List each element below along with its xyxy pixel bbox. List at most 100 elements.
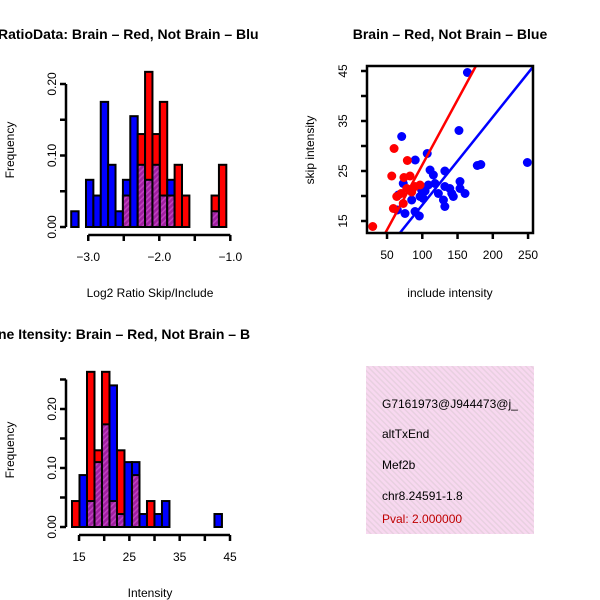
intensity-overlap-bar xyxy=(115,513,126,529)
not-brain-point xyxy=(455,177,465,186)
ratio-bar xyxy=(92,194,102,228)
not-brain-fit-line xyxy=(398,66,533,233)
not-brain-point xyxy=(407,195,417,205)
ratio-y-tick-label: 0.20 xyxy=(45,72,59,96)
ratio-bar xyxy=(114,210,124,229)
ratio-overlap-bar xyxy=(210,210,220,229)
not-brain-point xyxy=(440,202,450,211)
ratio-x-tick-label: −3.0 xyxy=(76,250,100,264)
info-box-background xyxy=(366,366,534,534)
intensity-y-label: Frequency xyxy=(3,422,17,479)
scatter-frame xyxy=(365,64,535,235)
ratio-bar xyxy=(70,210,80,229)
not-brain-point xyxy=(476,160,486,169)
scatter-y-tick-label: 45 xyxy=(336,64,350,78)
ratio-x-tick-label: −1.0 xyxy=(218,250,242,264)
not-brain-point xyxy=(420,186,430,196)
intensity-y-tick-label: 0.20 xyxy=(45,397,59,421)
scatter-x-label: include intensity xyxy=(407,286,492,300)
brain-point xyxy=(388,204,398,213)
ratio-overlap-bar xyxy=(121,194,132,228)
p-value: Pval: 2.000000 xyxy=(382,512,462,526)
intensity-x-tick-label: 35 xyxy=(173,550,187,564)
gene-name: Mef2b xyxy=(382,458,416,472)
intensity-bar xyxy=(145,500,156,529)
intensity-overlap-bar xyxy=(93,461,103,529)
ratio-x-label: Log2 Ratio Skip/Include xyxy=(87,286,214,300)
ratio-overlap-bar xyxy=(151,163,161,228)
intensity-x-label: Intensity xyxy=(128,586,173,600)
intensity-bar xyxy=(160,500,171,529)
info-box: G7161973@J944473@j_ altTxEnd Mef2b chr8.… xyxy=(366,366,534,534)
ratio-y-tick-label: 0.00 xyxy=(45,215,59,239)
intensity-overlap-bar xyxy=(130,474,141,528)
brain-point xyxy=(415,180,425,190)
scatter-panel: Brain – Red, Not Brain – Blue 50 100 150 20… xyxy=(303,26,548,300)
event-id: G7161973@J944473@j_ xyxy=(382,397,518,411)
intensity-x-tick-label: 45 xyxy=(223,550,237,564)
scatter-x-tick-label: 250 xyxy=(518,248,538,262)
ratio-bar xyxy=(99,100,110,228)
scatter-y-tick-label: 15 xyxy=(336,214,350,228)
ratio-x-tick-label: −2.0 xyxy=(147,250,171,264)
not-brain-point xyxy=(410,155,420,165)
scatter-y-tick-label: 35 xyxy=(336,114,350,128)
not-brain-point xyxy=(414,211,424,221)
not-brain-point xyxy=(522,158,532,167)
ratio-bar xyxy=(84,178,95,228)
intensity-histogram-panel: ne Itensity: Brain – Red, Not Brain – B … xyxy=(0,326,250,600)
brain-point xyxy=(405,171,415,181)
intensity-histogram-title: ne Itensity: Brain – Red, Not Brain – B xyxy=(0,326,250,342)
brain-point xyxy=(389,144,399,153)
not-brain-point xyxy=(400,209,410,218)
not-brain-point xyxy=(433,189,443,198)
brain-fit-line xyxy=(383,66,478,233)
intensity-x-tick-label: 15 xyxy=(72,550,86,564)
not-brain-point xyxy=(448,192,458,201)
ratio-overlap-bar xyxy=(166,194,176,228)
intensity-overlap-bar xyxy=(108,500,118,529)
intensity-overlap-bar xyxy=(85,500,96,529)
intensity-bar xyxy=(138,513,148,529)
not-brain-point xyxy=(397,132,407,141)
scatter-title: Brain – Red, Not Brain – Blue xyxy=(353,26,548,42)
ratio-bar xyxy=(173,163,184,228)
intensity-x-tick-label: 25 xyxy=(123,550,137,564)
ratio-bar xyxy=(217,163,228,228)
brain-point xyxy=(396,189,406,198)
brain-point xyxy=(368,222,378,231)
not-brain-point xyxy=(460,189,470,198)
brain-point xyxy=(402,156,412,165)
intensity-bar xyxy=(153,513,163,529)
not-brain-point xyxy=(462,68,472,77)
scatter-plot-area xyxy=(368,66,533,233)
ratio-overlap-bar xyxy=(144,178,154,228)
ratio-histogram-panel: RatioData: Brain – Red, Not Brain – Blu … xyxy=(0,26,259,300)
not-brain-point xyxy=(454,126,464,135)
scatter-x-tick-label: 100 xyxy=(412,248,432,262)
scatter-x-tick-label: 200 xyxy=(483,248,503,262)
ratio-bar xyxy=(181,194,191,228)
intensity-bar xyxy=(123,461,133,529)
ratio-y-label: Frequency xyxy=(3,122,17,179)
intensity-bar xyxy=(78,474,88,528)
scatter-y-tick-label: 25 xyxy=(336,164,350,178)
ratio-y-tick-label: 0.10 xyxy=(45,143,59,167)
ratio-bar xyxy=(107,163,117,228)
ratio-overlap-bar xyxy=(158,194,169,228)
ratio-overlap-bar xyxy=(136,163,147,228)
event-location: chr8.24591-1.8 xyxy=(382,489,463,503)
event-type: altTxEnd xyxy=(382,427,429,441)
brain-point xyxy=(387,171,397,181)
intensity-bar xyxy=(213,513,223,529)
ratio-bar xyxy=(129,115,139,228)
intensity-bar xyxy=(71,500,81,529)
scatter-x-tick-label: 50 xyxy=(380,248,394,262)
scatter-x-tick-label: 150 xyxy=(448,248,468,262)
scatter-y-label: skip intensity xyxy=(303,116,317,185)
intensity-overlap-bar xyxy=(100,423,111,528)
intensity-y-tick-label: 0.10 xyxy=(45,456,59,480)
ratio-histogram-title: RatioData: Brain – Red, Not Brain – Blu xyxy=(0,26,259,42)
not-brain-point xyxy=(428,170,438,180)
